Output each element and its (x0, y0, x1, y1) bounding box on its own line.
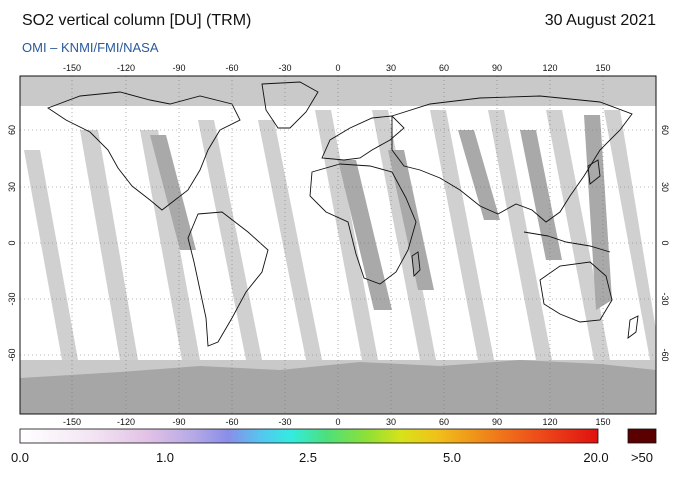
lon-tick: 30 (386, 417, 396, 427)
colorbar-overflow-label: >50 (631, 450, 653, 465)
lon-tick: -150 (63, 417, 81, 427)
colorbar-label: 20.0 (583, 450, 608, 465)
lon-tick: 150 (595, 63, 610, 73)
map-frame (19, 75, 657, 415)
graticule-lines (20, 76, 656, 414)
map-area (20, 76, 656, 414)
lon-tick: 120 (542, 63, 557, 73)
lon-ticks-bottom: -150 -120 -90 -60 -30 0 30 60 90 120 150 (63, 417, 611, 427)
lat-tick: -60 (7, 348, 17, 361)
colorbar: 0.0 1.0 2.5 5.0 20.0 >50 (11, 428, 657, 465)
lon-tick: -120 (117, 417, 135, 427)
lon-tick: 0 (335, 417, 340, 427)
lat-tick: 0 (7, 240, 17, 245)
colorbar-label: 5.0 (443, 450, 461, 465)
lat-tick: 30 (660, 182, 670, 192)
colorbar-label: 1.0 (156, 450, 174, 465)
map-title: SO2 vertical column [DU] (TRM) (22, 12, 252, 29)
lat-tick: 60 (660, 125, 670, 135)
orbit-gap-stripes (24, 110, 656, 360)
lat-tick: 30 (7, 182, 17, 192)
coastlines (47, 81, 639, 347)
lon-tick: 0 (335, 63, 340, 73)
colorbar-label: 2.5 (299, 450, 317, 465)
lat-tick: -30 (7, 292, 17, 305)
lon-tick: 150 (595, 417, 610, 427)
lon-ticks-top: -150 -120 -90 -60 -30 0 30 60 90 120 150 (63, 63, 611, 73)
lon-tick: -30 (278, 63, 291, 73)
lat-ticks-right: 60 30 0 -30 -60 (660, 125, 670, 362)
map-date: 30 August 2021 (544, 12, 656, 29)
lon-tick: 30 (386, 63, 396, 73)
lon-tick: 90 (492, 417, 502, 427)
lat-ticks-left: 60 30 0 -30 -60 (7, 125, 17, 362)
lon-tick: -90 (172, 417, 185, 427)
lon-tick: -60 (225, 417, 238, 427)
lon-tick: 120 (542, 417, 557, 427)
colorbar-gradient (19, 428, 599, 444)
lat-tick: 0 (660, 240, 670, 245)
lon-tick: -90 (172, 63, 185, 73)
lon-tick: 60 (439, 63, 449, 73)
lon-tick: 90 (492, 63, 502, 73)
lat-tick: -60 (660, 348, 670, 361)
lon-tick: -120 (117, 63, 135, 73)
lon-tick: -150 (63, 63, 81, 73)
lon-tick: -30 (278, 417, 291, 427)
lon-tick: -60 (225, 63, 238, 73)
lon-tick: 60 (439, 417, 449, 427)
credit-line: OMI – KNMI/FMI/NASA (22, 40, 159, 55)
lat-tick: 60 (7, 125, 17, 135)
lat-tick: -30 (660, 292, 670, 305)
colorbar-label: 0.0 (11, 450, 29, 465)
colorbar-overflow-swatch (627, 428, 657, 444)
